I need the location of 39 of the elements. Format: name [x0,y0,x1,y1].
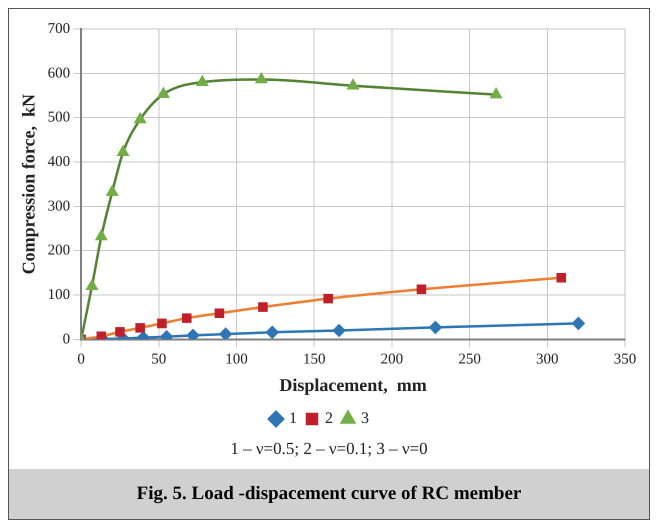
y-tick-label: 0 [62,331,70,348]
x-tick-label: 250 [458,351,481,368]
point [106,186,118,196]
point [158,88,170,98]
point [96,230,107,240]
y-axis-title: Compression force, kN [18,94,38,274]
x-tick-label: 150 [302,351,326,368]
point [429,321,442,334]
y-tick-label: 500 [48,110,70,126]
x-tick-label: 50 [151,351,166,368]
point [117,146,129,156]
point [219,328,232,340]
point [134,113,146,124]
y-tick-label: 100 [48,286,70,303]
x-tick-label: 0 [77,351,85,368]
y-tick-label: 300 [48,198,70,214]
legend-label: 1 [289,410,297,428]
y-tick-label: 700 [48,20,70,37]
x-tick-label: 300 [536,351,559,368]
point [86,280,98,290]
y-tick-label: 400 [48,154,70,170]
point [572,317,585,330]
point [256,73,267,84]
text: 1 – ν=0.5; 2 – ν=0.1; 3 – ν=0 [229,439,429,459]
point [332,324,346,337]
x-tick-label: 200 [380,351,404,368]
y-tick-label: 200 [48,242,70,259]
x-tick-label: 350 [614,351,636,368]
y-tick-label: 600 [48,65,70,82]
point [266,326,278,339]
point [186,329,200,340]
legend-label: 3 [361,410,369,428]
legend-label: 2 [325,410,333,428]
point [490,88,502,98]
point [347,80,359,90]
x-axis-title: Displacement, mm [279,374,427,395]
text: Fig. 5. Load -dispacement curve of RC member [9,469,649,519]
point [196,76,208,86]
x-tick-label: 100 [225,351,248,368]
